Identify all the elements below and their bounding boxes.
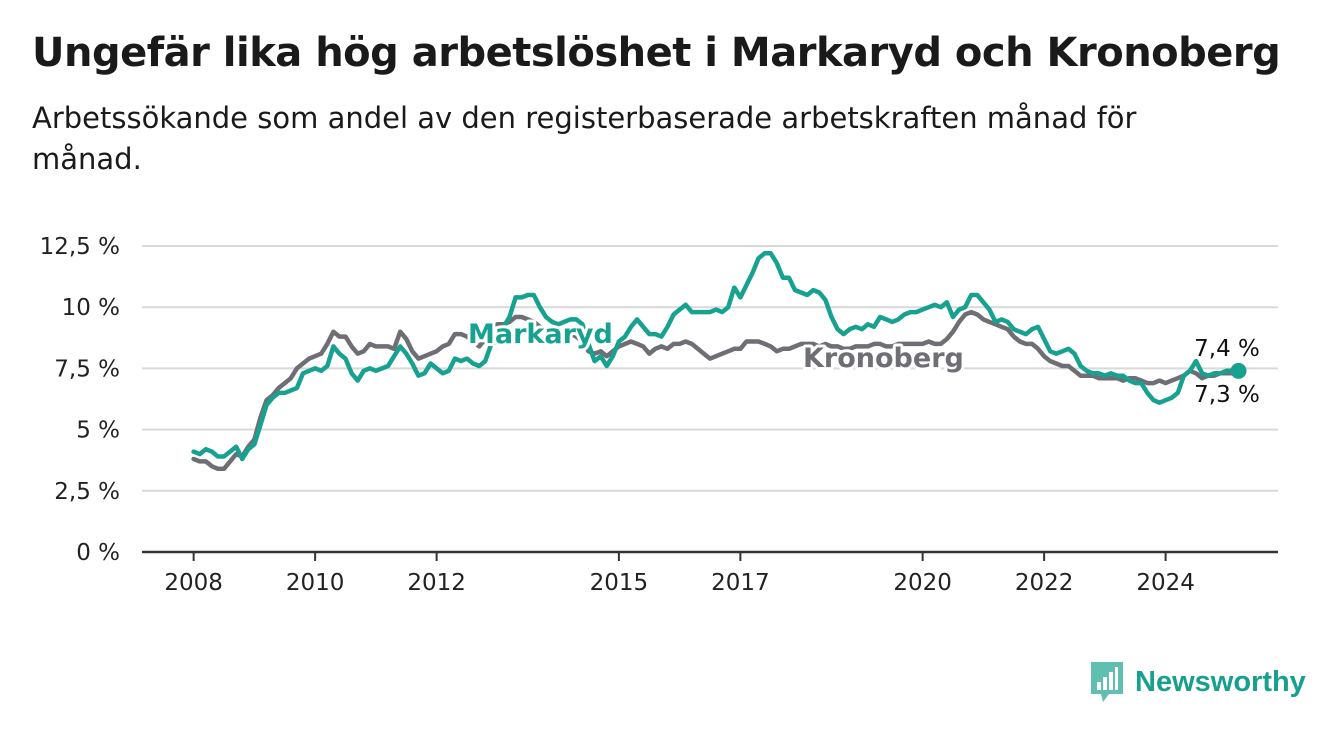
y-tick-label: 12,5 % xyxy=(40,234,120,260)
x-tick-label: 2012 xyxy=(407,570,466,596)
x-tick-label: 2010 xyxy=(286,570,345,596)
y-tick-label: 7,5 % xyxy=(54,356,120,382)
x-tick-label: 2015 xyxy=(590,570,649,596)
chart-subtitle: Arbetssökande som andel av den registerb… xyxy=(32,101,1137,176)
y-tick-label: 10 % xyxy=(62,295,120,321)
x-tick-label: 2024 xyxy=(1136,570,1195,596)
x-tick-label: 2020 xyxy=(893,570,952,596)
newsworthy-logo-icon xyxy=(1091,662,1123,702)
x-tick-label: 2008 xyxy=(164,570,223,596)
chart-title: Ungefär lika hög arbetslöshet i Markaryd… xyxy=(32,30,1281,76)
brand-name: Newsworthy xyxy=(1135,665,1306,698)
markaryd-end-marker xyxy=(1230,362,1247,379)
brand-logo: Newsworthy xyxy=(1089,660,1306,704)
kronoberg-end-value-label: 7,3 % xyxy=(1194,382,1260,408)
kronoberg-series-label: Kronoberg xyxy=(803,343,964,374)
markaryd-series-label: Markaryd xyxy=(468,319,613,350)
x-tick-label: 2022 xyxy=(1015,570,1074,596)
kronoberg-line xyxy=(191,309,1241,472)
y-tick-label: 0 % xyxy=(76,540,120,566)
markaryd-end-value-label: 7,4 % xyxy=(1194,336,1260,362)
markaryd-line xyxy=(191,251,1241,462)
y-tick-label: 2,5 % xyxy=(54,479,120,505)
y-tick-label: 5 % xyxy=(76,418,120,444)
x-tick-label: 2017 xyxy=(711,570,770,596)
